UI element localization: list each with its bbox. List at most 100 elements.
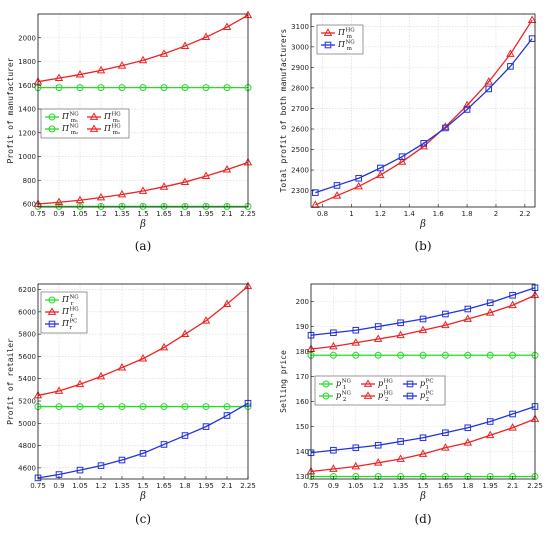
data-point	[159, 342, 169, 351]
legend-label-sup: HG	[345, 28, 354, 34]
legend-label-base: Π	[61, 124, 70, 133]
x-tick-label: 2.1	[221, 210, 232, 218]
legend-swatch-marker	[89, 112, 99, 120]
data-point	[312, 189, 319, 196]
x-tick-label: 1.8	[462, 210, 473, 218]
legend-label-base: Π	[337, 28, 346, 37]
data-point	[329, 464, 338, 472]
legend-label-sup: HG	[384, 379, 393, 385]
legend-label-sup: NG	[342, 379, 351, 385]
data-point	[463, 314, 473, 322]
legend-label-sub: 2	[385, 397, 389, 403]
legend-label: ΠHG r	[61, 307, 79, 320]
legend-label-sub: 2	[426, 397, 430, 403]
data-point	[374, 323, 382, 330]
data-point	[201, 316, 211, 324]
data-point	[76, 403, 84, 411]
legend-label-base: p	[420, 379, 425, 388]
x-tick-label: 1.05	[348, 482, 364, 490]
legend-label-sup: PC	[69, 319, 77, 325]
data-point	[223, 202, 231, 210]
x-tick-label: 0.8	[317, 210, 328, 218]
legend-label: pPC 1	[420, 379, 434, 392]
data-point	[464, 473, 472, 480]
legend-label-sub: m	[347, 46, 353, 52]
data-point	[329, 341, 338, 350]
y-tick-label: 3000	[291, 43, 309, 51]
y-tick-label: 2500	[291, 146, 309, 154]
data-point	[373, 458, 383, 466]
y-axis-label: Total profit of both manufacturers	[279, 28, 288, 192]
chart-panel: 0.75 0.9 1.05 1.2 1.35 1.5 1.65 1.8 1.95 2.1 2.25 1…	[279, 283, 543, 526]
data-point	[398, 153, 406, 160]
y-tick-label: 1200	[18, 129, 36, 137]
legend-label: ΠPC r	[61, 319, 77, 332]
data-point	[463, 438, 473, 446]
data-point	[160, 84, 168, 92]
data-point	[117, 61, 127, 69]
data-point	[377, 164, 384, 172]
legend-label-sub: m₂	[71, 130, 78, 136]
data-point	[55, 403, 63, 411]
legend-swatch-marker	[322, 392, 330, 400]
legend-label-sup: NG	[345, 40, 354, 46]
legend-swatch-marker	[363, 379, 373, 387]
data-point	[180, 177, 190, 185]
data-point	[396, 454, 405, 462]
x-tick-label: 1.65	[156, 482, 172, 490]
data-point	[202, 202, 210, 210]
legend-label-base: Π	[103, 124, 112, 133]
legend-label: ΠHG m	[337, 28, 355, 41]
x-tick-label: 1	[349, 210, 353, 218]
data-point	[352, 326, 360, 334]
legend-label: pHG 2	[378, 391, 393, 404]
legend-swatch-marker	[48, 113, 56, 121]
legend-label-sub: 1	[426, 385, 430, 391]
legend-label-sub: r	[71, 313, 74, 319]
data-point	[419, 473, 427, 480]
y-tick-label: 4800	[18, 442, 36, 450]
series	[307, 284, 539, 339]
y-tick-label: 5000	[18, 420, 36, 428]
legend-swatch-marker	[324, 41, 332, 49]
data-point	[329, 473, 337, 480]
data-point	[96, 65, 106, 74]
data-point	[222, 22, 232, 30]
y-tick-label: 1400	[18, 106, 36, 114]
data-point	[180, 329, 190, 338]
data-point	[118, 202, 126, 210]
legend-swatch-marker	[89, 124, 99, 132]
y-tick-label: 170	[296, 373, 309, 381]
y-tick-label: 5400	[18, 375, 36, 383]
data-point	[160, 202, 168, 210]
data-point	[96, 192, 106, 201]
legend-label: ΠNG m₁	[61, 112, 79, 125]
y-tick-label: 5200	[18, 398, 36, 406]
x-axis-label: β	[419, 491, 426, 502]
data-point	[159, 49, 169, 57]
legend-label: ΠNG r	[61, 295, 79, 308]
legend: ΠHG mΠ NG m	[316, 24, 364, 55]
legend-label-sup: NG	[69, 124, 78, 130]
y-tick-label: 1600	[18, 82, 36, 90]
data-point	[75, 379, 85, 388]
y-tick-label: 200	[296, 298, 309, 306]
data-point	[485, 85, 493, 93]
y-tick-label: 2300	[291, 187, 309, 195]
y-axis-label: Profit of manufacturer	[6, 57, 15, 163]
data-point	[138, 55, 148, 64]
series	[306, 290, 540, 352]
legend-label-sub: r	[69, 325, 72, 331]
legend-label-sup: HG	[69, 307, 78, 313]
series-line	[310, 405, 536, 454]
x-tick-label: 2.25	[240, 482, 256, 490]
data-point	[160, 403, 168, 411]
legend-box	[316, 24, 364, 55]
data-point	[397, 473, 405, 480]
y-tick-label: 2600	[291, 125, 309, 133]
data-point	[159, 182, 169, 190]
data-point	[139, 84, 147, 92]
data-point	[139, 403, 147, 411]
data-point	[352, 444, 360, 452]
